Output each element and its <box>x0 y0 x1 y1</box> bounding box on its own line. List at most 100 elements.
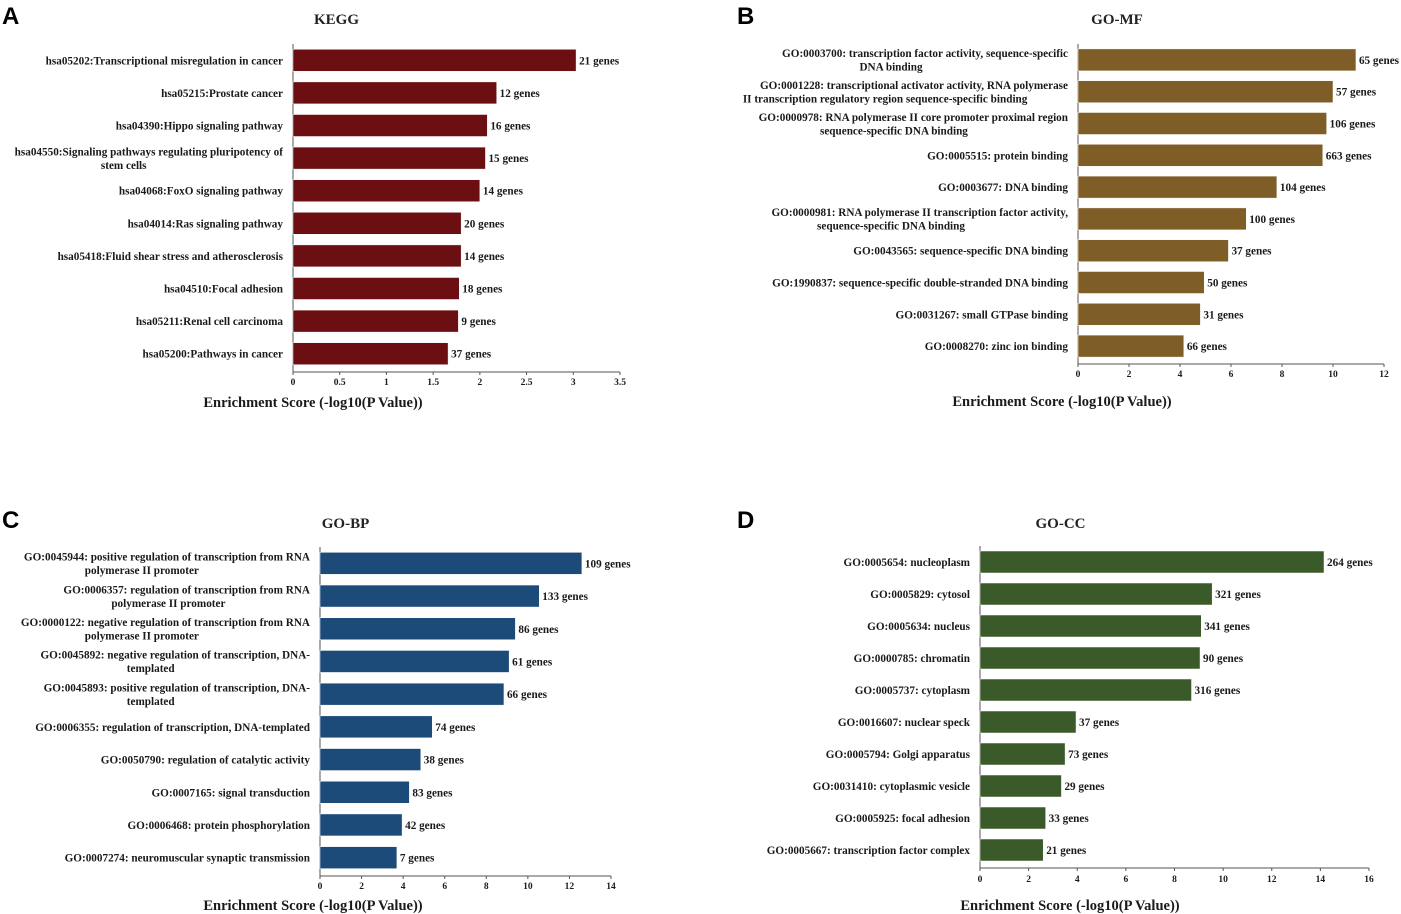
go-bp-category-label: templated <box>127 663 176 675</box>
go-mf-tick-label: 2 <box>1127 370 1132 380</box>
go-cc-bar <box>979 582 1213 606</box>
go-mf-chart: GO-MF 0 2 4 6 8 10 12 Enrichment Score (-log10(P… <box>743 12 1400 410</box>
go-cc-category-label: GO:0005925: focal adhesion <box>835 813 971 825</box>
go-bp-bar <box>319 846 398 869</box>
go-cc-category-label: GO:0005737: cytoplasm <box>855 685 971 697</box>
go-bp-tick-label: 4 <box>401 882 406 892</box>
go-bp-bar-value-label: 61 genes <box>512 656 553 668</box>
go-bp-bar-value-label: 109 genes <box>585 558 631 570</box>
go-cc-bar <box>979 550 1325 574</box>
panel-letter-a: A <box>2 3 19 30</box>
kegg-bar-value-label: 9 genes <box>461 316 496 328</box>
go-bp-bar <box>319 584 540 608</box>
go-mf-tick-label: 0 <box>1076 370 1081 380</box>
go-cc-bar-value-label: 264 genes <box>1327 557 1373 569</box>
go-mf-bar <box>1077 334 1185 358</box>
go-cc-category-label: GO:0005829: cytosol <box>870 589 970 601</box>
go-mf-tick-label: 12 <box>1379 370 1389 380</box>
kegg-category-label: stem cells <box>101 160 147 172</box>
go-mf-bar-value-label: 106 genes <box>1330 119 1376 131</box>
kegg-category-label: hsa05202:Transcriptional misregulation i… <box>46 55 283 67</box>
go-mf-bar <box>1077 48 1357 72</box>
kegg-category-label: hsa04068:FoxO signaling pathway <box>119 186 284 198</box>
go-bp-category-label: GO:0045944: positive regulation of trans… <box>24 552 310 564</box>
go-cc-bar <box>979 646 1201 670</box>
go-mf-category-label: GO:0001228: transcriptional activator ac… <box>760 80 1068 92</box>
go-bp-bar <box>319 617 516 640</box>
go-bp-tick-label: 10 <box>523 882 533 892</box>
go-cc-bar <box>979 742 1066 766</box>
go-cc-bar-value-label: 73 genes <box>1068 749 1109 761</box>
go-mf-tick-label: 8 <box>1280 370 1285 380</box>
kegg-bar-value-label: 16 genes <box>490 121 531 133</box>
go-bp-bar <box>319 813 403 837</box>
go-bp-bar <box>319 715 433 739</box>
kegg-bar-value-label: 15 genes <box>488 153 529 165</box>
go-mf-bar <box>1077 207 1247 231</box>
kegg-x-axis-title: Enrichment Score (-log10(P Value)) <box>203 395 422 411</box>
go-mf-category-label: GO:0008270: zinc ion binding <box>925 341 1069 353</box>
go-bp-tick-label: 6 <box>442 882 447 892</box>
go-bp-bar-value-label: 133 genes <box>542 591 588 603</box>
go-mf-bar <box>1077 112 1327 135</box>
go-mf-bar-value-label: 31 genes <box>1203 309 1244 321</box>
go-mf-x-axis-title: Enrichment Score (-log10(P Value)) <box>952 394 1171 410</box>
go-bp-category-label: GO:0006357: regulation of transcription … <box>63 584 310 596</box>
go-cc-bar <box>979 710 1077 734</box>
go-cc-tick-label: 12 <box>1267 875 1277 885</box>
kegg-tick-label: 3 <box>571 378 576 388</box>
go-cc-tick-label: 8 <box>1172 875 1177 885</box>
go-mf-category-label: GO:0005515: protein binding <box>927 150 1068 162</box>
kegg-bar-value-label: 14 genes <box>483 186 524 198</box>
go-bp-category-label: polymerase II promoter <box>85 631 199 643</box>
go-bp-title: GO-BP <box>322 516 370 532</box>
kegg-tick-label: 1 <box>384 378 389 388</box>
go-bp-bar-value-label: 42 genes <box>405 820 446 832</box>
go-mf-category-label: GO:0000981: RNA polymerase II transcript… <box>771 207 1068 219</box>
go-mf-category-label: GO:0000978: RNA polymerase II core promo… <box>759 112 1069 124</box>
go-cc-bar-value-label: 37 genes <box>1079 717 1120 729</box>
go-mf-category-label: GO:0043565: sequence-specific DNA bindin… <box>853 246 1068 258</box>
go-mf-bar <box>1077 271 1205 294</box>
go-mf-tick-label: 4 <box>1178 370 1183 380</box>
go-cc-bar-value-label: 21 genes <box>1046 845 1087 857</box>
go-mf-tick-label: 6 <box>1229 370 1234 380</box>
go-bp-bar-value-label: 83 genes <box>412 787 453 799</box>
go-bp-bar-value-label: 74 genes <box>435 722 476 734</box>
go-cc-category-label: GO:0005794: Golgi apparatus <box>826 749 971 761</box>
kegg-bar <box>292 277 460 300</box>
kegg-bar <box>292 342 449 365</box>
go-mf-category-label: GO:0003700: transcription factor activit… <box>782 48 1068 60</box>
go-bp-x-axis-title: Enrichment Score (-log10(P Value)) <box>203 898 422 914</box>
go-bp-category-label: GO:0007165: signal transduction <box>151 787 310 799</box>
kegg-category-label: hsa05200:Pathways in cancer <box>143 349 283 361</box>
kegg-tick-label: 2 <box>477 378 482 388</box>
kegg-bar <box>292 244 462 268</box>
panel-letter-b: B <box>737 3 754 30</box>
kegg-bar <box>292 309 459 333</box>
go-cc-tick-label: 16 <box>1364 875 1374 885</box>
go-mf-bar-value-label: 50 genes <box>1207 278 1248 290</box>
go-mf-bar <box>1077 239 1229 262</box>
go-mf-bar <box>1077 303 1201 326</box>
kegg-title: KEGG <box>314 12 359 28</box>
go-mf-bar-value-label: 57 genes <box>1336 87 1377 99</box>
go-cc-category-label: GO:0005654: nucleoplasm <box>844 557 971 569</box>
kegg-chart: KEGG 0 0.5 1 1.5 2 2.5 3 3.5 Enrichment Score (-l… <box>15 12 627 411</box>
go-bp-bar-value-label: 86 genes <box>518 624 559 636</box>
go-bp-chart: GO-BP 0 2 4 6 8 10 12 14 Enrichment Score (-log10… <box>21 516 631 914</box>
kegg-bar-value-label: 14 genes <box>464 251 505 263</box>
go-mf-bar-value-label: 100 genes <box>1249 214 1295 226</box>
panel-letter-c: C <box>2 507 19 534</box>
go-cc-tick-label: 2 <box>1026 875 1031 885</box>
go-cc-tick-label: 0 <box>978 875 983 885</box>
go-cc-category-label: GO:0000785: chromatin <box>854 653 971 665</box>
go-mf-tick-label: 10 <box>1328 370 1338 380</box>
go-bp-tick-label: 0 <box>318 882 323 892</box>
go-bp-category-label: GO:0007274: neuromuscular synaptic trans… <box>65 853 311 865</box>
go-bp-tick-label: 14 <box>606 882 616 892</box>
kegg-tick-label: 0.5 <box>334 378 346 388</box>
go-mf-category-label: sequence-specific DNA binding <box>820 125 968 137</box>
go-bp-bar <box>319 682 505 706</box>
